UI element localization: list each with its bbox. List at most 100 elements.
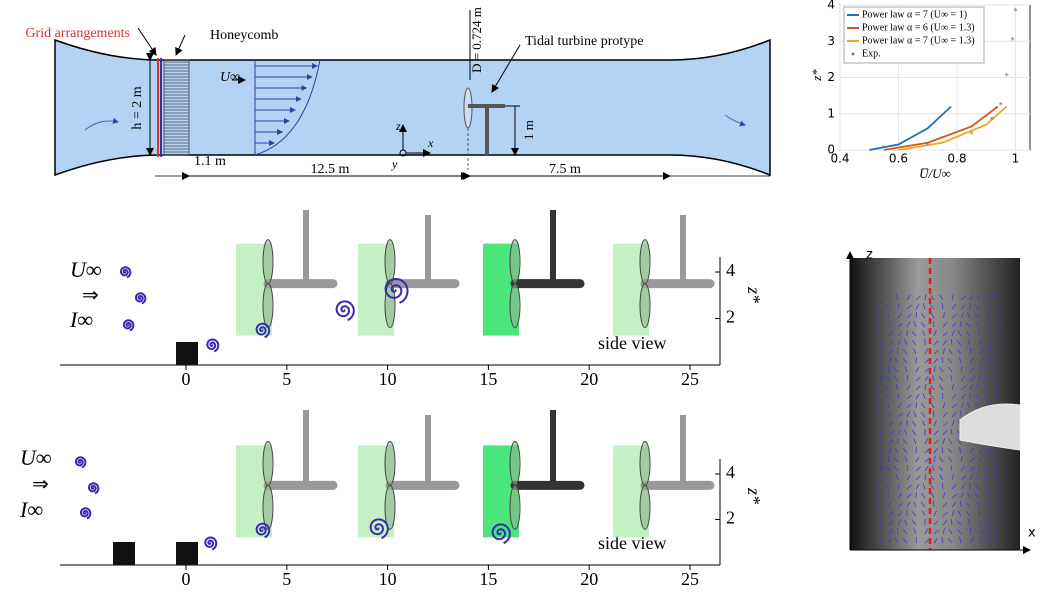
vector <box>948 438 953 445</box>
vector <box>924 538 930 544</box>
blade <box>639 484 651 530</box>
vector <box>876 321 881 328</box>
vector <box>903 519 908 526</box>
vector <box>930 312 935 319</box>
vector <box>888 537 892 544</box>
vector <box>929 394 935 400</box>
vector <box>911 331 917 337</box>
line <box>883 105 999 151</box>
blade <box>262 239 274 285</box>
vector <box>906 374 909 382</box>
vector <box>978 366 983 373</box>
vector <box>983 475 989 481</box>
vector <box>933 358 938 364</box>
y-tick-label: 3 <box>827 34 835 48</box>
legend-label: Exp. <box>862 48 881 59</box>
vector <box>888 340 894 346</box>
blade <box>509 239 521 285</box>
vector <box>951 304 957 310</box>
x-tick-label: 15 <box>479 369 497 389</box>
vector <box>897 312 902 319</box>
point: * <box>925 140 930 150</box>
vector <box>976 474 980 481</box>
point: * <box>1010 35 1015 45</box>
vector <box>888 349 894 355</box>
vector <box>950 429 953 436</box>
vector <box>947 538 953 544</box>
vector <box>942 340 948 346</box>
x-tick-label: 15 <box>479 569 497 589</box>
vector <box>878 384 881 391</box>
height-label: h = 2 m <box>130 86 145 129</box>
vector <box>906 384 911 391</box>
vector <box>933 430 939 436</box>
vector <box>911 340 917 346</box>
vector <box>906 313 912 319</box>
x-tick-label: 25 <box>681 369 699 389</box>
vector <box>996 493 1002 499</box>
vector <box>941 537 944 544</box>
vector <box>983 376 989 382</box>
vector <box>951 294 954 301</box>
vector <box>938 376 944 382</box>
vector <box>969 357 974 364</box>
vector <box>939 384 944 391</box>
vector <box>915 366 920 373</box>
vector <box>888 447 892 454</box>
vector <box>897 412 903 418</box>
blade <box>384 484 396 530</box>
vector <box>920 502 926 508</box>
vector <box>987 511 993 517</box>
vector <box>974 313 980 319</box>
x-tick-label: 10 <box>379 569 397 589</box>
vortex <box>79 507 92 520</box>
vector <box>983 466 989 472</box>
vector <box>996 519 999 526</box>
vector <box>924 438 929 445</box>
vector <box>987 340 993 346</box>
u-label: U∞ <box>70 257 102 282</box>
vector <box>897 483 900 490</box>
vector <box>959 537 962 544</box>
vector <box>922 483 926 490</box>
vector <box>879 457 885 463</box>
vector <box>950 465 953 472</box>
vector <box>915 385 921 391</box>
y-axis-label: z* <box>809 69 824 82</box>
point: * <box>999 101 1004 111</box>
vector <box>906 465 909 472</box>
vector <box>974 394 980 400</box>
u-label: U∞ <box>20 445 52 470</box>
vector <box>942 438 946 445</box>
x-tick-label: 0.6 <box>889 152 908 166</box>
vector <box>904 339 908 346</box>
vector <box>965 322 971 328</box>
x-tick-label: 10 <box>379 369 397 389</box>
vector <box>976 384 980 391</box>
vector <box>984 303 989 310</box>
vector <box>904 429 908 436</box>
vector <box>978 456 983 463</box>
vector <box>915 295 921 301</box>
vector <box>951 474 955 481</box>
vector <box>888 321 891 328</box>
blade <box>262 440 274 486</box>
point: * <box>1004 72 1009 82</box>
vector <box>906 403 912 409</box>
vector <box>993 465 998 472</box>
vector <box>969 528 972 535</box>
vector <box>987 536 990 544</box>
vector <box>894 357 899 364</box>
vector <box>911 511 917 517</box>
vector <box>942 520 948 526</box>
vector <box>941 357 944 364</box>
vector <box>933 349 939 355</box>
velocity-label: U∞ <box>220 70 240 85</box>
vortex <box>369 518 389 540</box>
vector <box>930 384 935 391</box>
vortex <box>119 266 132 279</box>
vector <box>924 384 927 391</box>
vector <box>993 447 998 454</box>
x-tick-label: 0 <box>182 569 191 589</box>
blade <box>262 283 274 329</box>
